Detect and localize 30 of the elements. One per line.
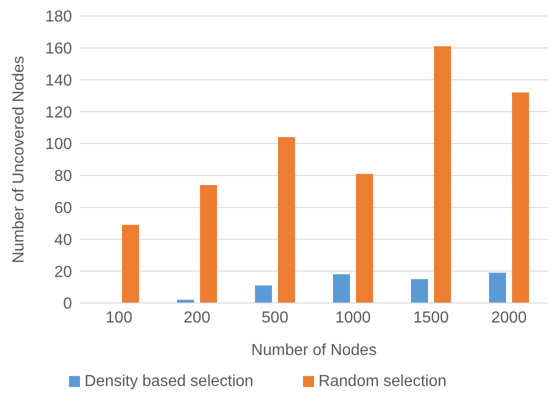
y-tick-label: 40 bbox=[54, 232, 72, 249]
bar bbox=[333, 274, 350, 303]
y-axis-title: Number of Uncovered Nodes bbox=[10, 56, 28, 264]
x-tick-label: 200 bbox=[184, 309, 210, 326]
bar bbox=[489, 272, 506, 303]
y-tick-label: 60 bbox=[54, 200, 72, 218]
bar bbox=[411, 279, 428, 303]
bar bbox=[278, 137, 295, 303]
x-axis-title: Number of Nodes bbox=[251, 342, 377, 359]
bar bbox=[434, 46, 451, 303]
y-tick-label: 160 bbox=[45, 40, 72, 58]
y-tick-label: 100 bbox=[45, 136, 72, 154]
bar bbox=[512, 92, 529, 303]
x-tick-label: 100 bbox=[106, 309, 132, 326]
legend-label: Density based selection bbox=[84, 373, 254, 390]
bar bbox=[356, 174, 373, 303]
y-tick-label: 140 bbox=[45, 72, 72, 90]
y-tick-label: 20 bbox=[54, 264, 72, 281]
y-tick-label: 120 bbox=[45, 104, 72, 122]
x-tick-label: 2000 bbox=[491, 309, 527, 326]
y-tick-label: 80 bbox=[54, 168, 72, 186]
y-tick-label: 0 bbox=[63, 296, 72, 313]
x-tick-label: 1000 bbox=[335, 309, 371, 326]
x-tick-label: 500 bbox=[262, 309, 288, 326]
legend-label: Random selection bbox=[318, 373, 447, 390]
x-tick-label: 1500 bbox=[413, 309, 449, 326]
bar bbox=[200, 185, 217, 303]
y-tick-label: 180 bbox=[45, 8, 72, 26]
bar bbox=[255, 285, 272, 303]
bar bbox=[122, 224, 139, 303]
